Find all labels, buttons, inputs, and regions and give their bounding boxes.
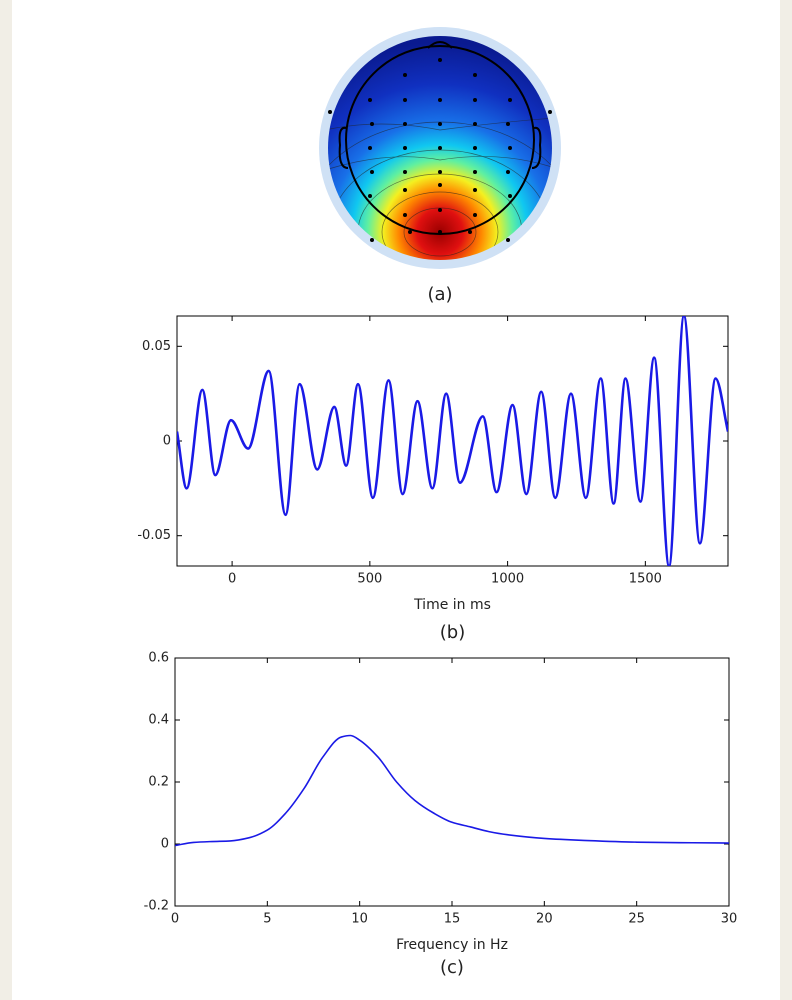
caption: (c) bbox=[440, 957, 464, 978]
electrode bbox=[403, 188, 407, 192]
caption: (a) bbox=[427, 284, 452, 305]
contour-line bbox=[328, 156, 552, 171]
electrode bbox=[438, 183, 442, 187]
plot-area bbox=[174, 657, 730, 907]
electrode bbox=[473, 122, 477, 126]
electrode bbox=[438, 146, 442, 150]
electrode bbox=[370, 170, 374, 174]
electrode bbox=[368, 194, 372, 198]
x-axis-label: Time in ms bbox=[413, 597, 491, 613]
electrode bbox=[368, 98, 372, 102]
electrode bbox=[473, 73, 477, 77]
y-tick-label: 0.2 bbox=[148, 775, 169, 790]
x-tick-label: 25 bbox=[628, 912, 645, 927]
electrode bbox=[506, 122, 510, 126]
x-tick-label: 20 bbox=[536, 912, 553, 927]
electrode bbox=[403, 170, 407, 174]
data-line bbox=[175, 734, 729, 847]
y-tick-label: 0.05 bbox=[142, 339, 171, 354]
electrode bbox=[468, 230, 472, 234]
electrode bbox=[473, 98, 477, 102]
electrode bbox=[438, 230, 442, 234]
ear bbox=[338, 126, 349, 169]
x-tick-label: 1000 bbox=[491, 572, 524, 587]
y-tick-label: -0.05 bbox=[137, 528, 171, 543]
electrode bbox=[438, 58, 442, 62]
x-tick-label: 0 bbox=[171, 912, 179, 927]
electrode bbox=[473, 146, 477, 150]
contour-line bbox=[381, 191, 499, 260]
electrode bbox=[403, 73, 407, 77]
electrode bbox=[403, 98, 407, 102]
ear bbox=[531, 126, 542, 169]
y-tick-label: 0.4 bbox=[148, 713, 169, 728]
electrode bbox=[408, 230, 412, 234]
x-tick-label: 500 bbox=[357, 572, 382, 587]
electrode bbox=[370, 238, 374, 242]
x-tick-label: 30 bbox=[721, 912, 738, 927]
y-tick-label: 0 bbox=[163, 434, 171, 449]
electrode bbox=[403, 122, 407, 126]
electrode bbox=[438, 208, 442, 212]
electrode bbox=[506, 238, 510, 242]
data-line bbox=[177, 316, 728, 566]
y-tick-label: -0.2 bbox=[144, 899, 169, 914]
electrode bbox=[508, 194, 512, 198]
electrode bbox=[508, 98, 512, 102]
electrode bbox=[438, 122, 442, 126]
electrode bbox=[370, 122, 374, 126]
electrode bbox=[328, 110, 332, 114]
y-tick-label: 0.6 bbox=[148, 651, 169, 666]
electrode bbox=[548, 110, 552, 114]
x-axis-label: Frequency in Hz bbox=[396, 937, 508, 953]
nose bbox=[427, 41, 453, 49]
electrode bbox=[438, 98, 442, 102]
electrode bbox=[438, 170, 442, 174]
electrode bbox=[506, 170, 510, 174]
electrode bbox=[403, 146, 407, 150]
x-tick-label: 15 bbox=[444, 912, 461, 927]
electrode bbox=[473, 170, 477, 174]
electrode bbox=[473, 188, 477, 192]
y-tick-label: 0 bbox=[161, 837, 169, 852]
x-tick-label: 10 bbox=[351, 912, 368, 927]
x-tick-label: 5 bbox=[263, 912, 271, 927]
electrode bbox=[508, 146, 512, 150]
caption: (b) bbox=[440, 622, 465, 643]
topomap bbox=[319, 27, 561, 269]
x-tick-label: 1500 bbox=[629, 572, 662, 587]
contour-line bbox=[328, 117, 552, 131]
x-tick-label: 0 bbox=[228, 572, 236, 587]
electrode bbox=[368, 146, 372, 150]
electrode bbox=[473, 213, 477, 217]
electrode bbox=[403, 213, 407, 217]
